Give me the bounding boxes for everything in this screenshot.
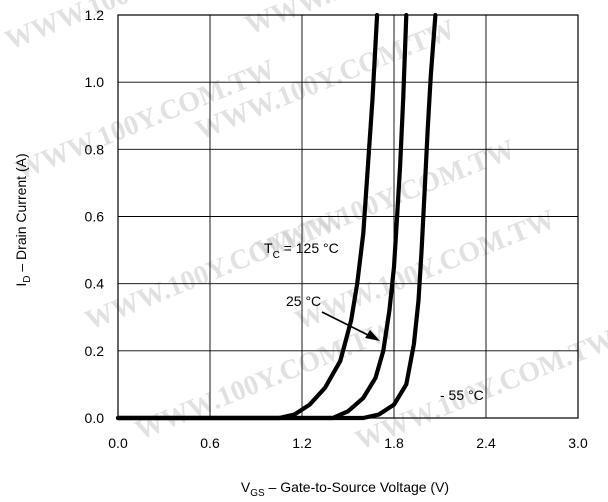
y-axis-title-main: I bbox=[13, 283, 29, 287]
annotation-25c-arrow bbox=[321, 311, 371, 337]
series-group bbox=[115, 12, 438, 421]
x-tick-labels: 0.0 0.6 1.2 1.8 2.4 3.0 bbox=[108, 435, 588, 451]
x-axis-title-main: V bbox=[241, 479, 251, 495]
x-tick-label: 0.6 bbox=[200, 435, 220, 451]
y-axis-title: ID – Drain Current (A) bbox=[13, 153, 33, 286]
y-tick-labels: 0.0 0.2 0.4 0.6 0.8 1.0 1.2 bbox=[85, 7, 105, 426]
annotation-25c-arrowhead bbox=[365, 330, 380, 341]
annotation-tc-sub: C bbox=[273, 250, 280, 261]
x-tick-label: 3.0 bbox=[568, 435, 588, 451]
annotation-minus55c: - 55 °C bbox=[440, 387, 484, 403]
y-tick-label: 0.6 bbox=[85, 209, 105, 225]
series-line-0 bbox=[115, 12, 380, 421]
y-tick-label: 1.2 bbox=[85, 7, 105, 23]
y-tick-label: 0.4 bbox=[85, 276, 105, 292]
x-tick-label: 2.4 bbox=[476, 435, 496, 451]
annotation-25c: 25 °C bbox=[286, 293, 321, 309]
x-tick-label: 1.8 bbox=[384, 435, 404, 451]
series-line-2 bbox=[115, 12, 438, 421]
y-axis-title-rest: – Drain Current (A) bbox=[13, 153, 29, 275]
y-axis-title-sub: D bbox=[22, 276, 33, 283]
annotation-tc-rest: = 125 °C bbox=[280, 240, 339, 256]
y-tick-label: 0.8 bbox=[85, 141, 105, 157]
plot-frame bbox=[117, 14, 579, 419]
x-tick-label: 0.0 bbox=[108, 435, 128, 451]
watermark-layer: WWW.100Y.COM.TWWWW.100Y.COM.TWWWW.100Y.C… bbox=[1, 0, 608, 456]
annotation-tc-main: T bbox=[264, 240, 273, 256]
x-axis-title-rest: – Gate-to-Source Voltage (V) bbox=[265, 479, 449, 495]
watermark-text: WWW.100Y.COM.TW bbox=[1, 0, 270, 56]
x-tick-label: 1.2 bbox=[292, 435, 312, 451]
y-tick-label: 0.2 bbox=[85, 343, 105, 359]
y-tick-label: 0.0 bbox=[85, 410, 105, 426]
x-axis-title: VGS – Gate-to-Source Voltage (V) bbox=[241, 479, 449, 499]
series-line-1 bbox=[115, 12, 409, 421]
x-axis-title-sub: GS bbox=[250, 488, 265, 499]
annotation-tc-125: TC = 125 °C bbox=[264, 240, 339, 261]
y-tick-label: 1.0 bbox=[85, 74, 105, 90]
